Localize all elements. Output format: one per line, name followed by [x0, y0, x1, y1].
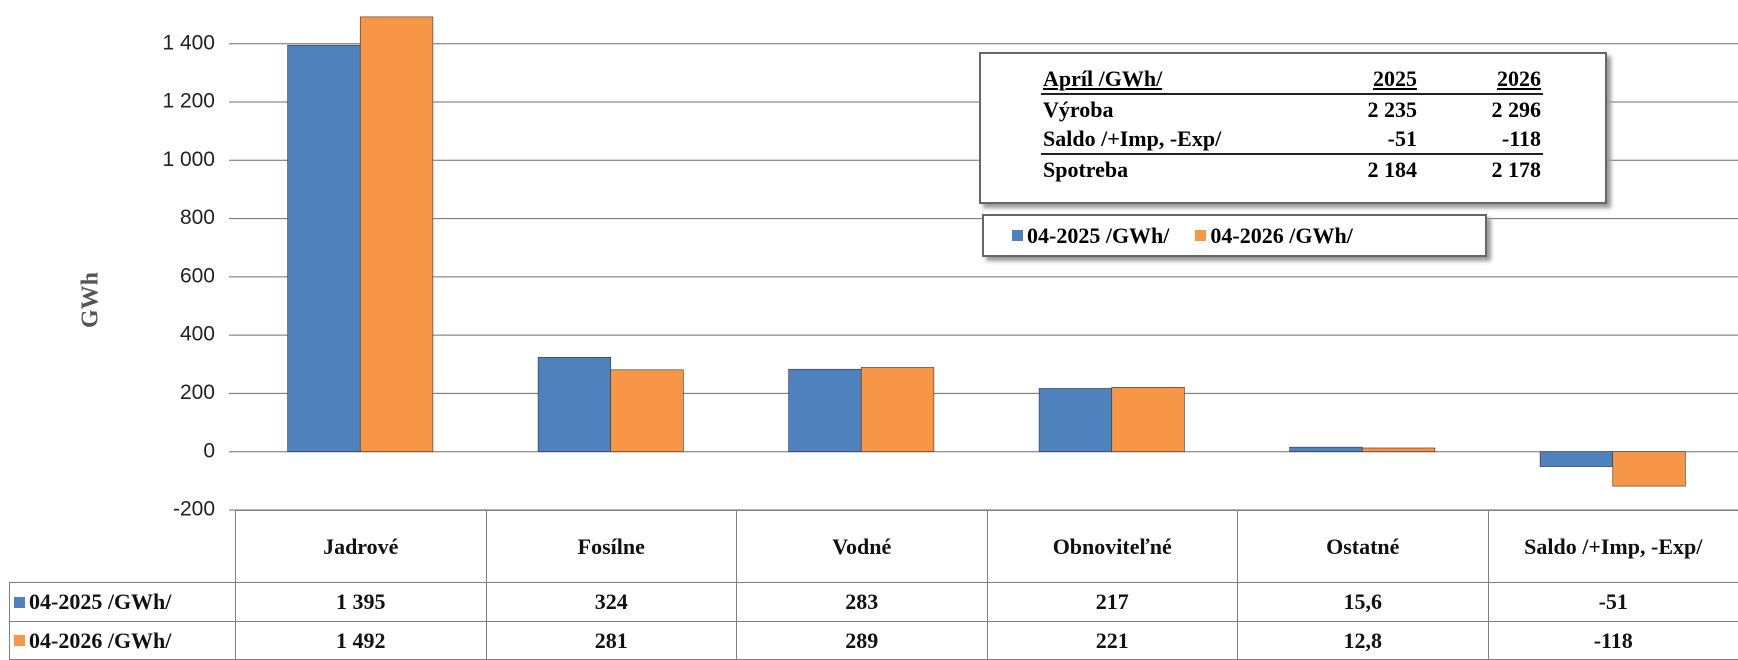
- table-row-key: 04-2025 /GWh/: [9, 582, 236, 622]
- table-value-cell: 289: [736, 621, 988, 660]
- summary-header-cell: 2026: [1497, 65, 1541, 91]
- table-value-cell: -118: [1487, 621, 1738, 660]
- summary-cell: 2 296: [1491, 96, 1542, 122]
- table-value-cell: 217: [986, 582, 1238, 622]
- summary-row: Spotreba 2 184 2 178: [1041, 154, 1543, 184]
- y-tick-label: -200: [173, 498, 215, 521]
- summary-box: Apríl /GWh/2025 2026 Výroba 2 235 2 296 Saldo…: [979, 52, 1607, 204]
- y-tick-label: 1 000: [162, 148, 215, 171]
- y-tick-label: 200: [180, 381, 215, 404]
- bar: [1038, 388, 1113, 453]
- bar: [537, 356, 612, 453]
- table-header-cell: Obnoviteľné: [986, 510, 1238, 583]
- table-value-cell: 221: [986, 621, 1238, 660]
- bar: [1539, 451, 1614, 467]
- legend-swatch: [14, 596, 25, 608]
- y-tick-label: 600: [180, 264, 215, 287]
- legend-swatch: [1195, 230, 1207, 241]
- legend-label: 04-2026 /GWh/: [1210, 222, 1353, 248]
- y-tick-label: 400: [180, 323, 215, 346]
- summary-header-cell: Apríl /GWh/: [1043, 65, 1163, 91]
- legend-swatch: [14, 635, 25, 646]
- bar: [610, 369, 684, 453]
- summary-header-row: Apríl /GWh/2025 2026: [1041, 64, 1543, 94]
- table-value-cell: 12,8: [1237, 621, 1489, 660]
- table-value-cell: 324: [485, 582, 737, 622]
- bar: [860, 367, 935, 453]
- summary-header-cell: 2025: [1373, 65, 1417, 91]
- summary-row: Výroba 2 235 2 296: [1041, 94, 1543, 124]
- summary-cell: 2 235: [1367, 96, 1418, 122]
- legend-item: 04-2026 /GWh/: [1195, 222, 1353, 249]
- bar: [788, 368, 862, 453]
- bar: [1111, 387, 1185, 453]
- table-header-cell: Ostatné: [1237, 510, 1489, 583]
- summary-table: Apríl /GWh/2025 2026 Výroba 2 235 2 296 Saldo…: [1041, 64, 1543, 184]
- y-tick-label: 800: [180, 206, 215, 229]
- y-tick-label: 1 200: [162, 90, 215, 113]
- summary-row: Saldo /+Imp, -Exp/ -51 -118: [1041, 124, 1543, 154]
- table-header-cell: Vodné: [736, 510, 988, 583]
- table-header-cell: Jadrové: [235, 510, 487, 583]
- y-tick-label: 1 400: [162, 31, 215, 54]
- table-row-name: 04-2025 /GWh/: [29, 589, 172, 615]
- summary-cell: -118: [1501, 125, 1541, 151]
- bar: [359, 16, 434, 453]
- summary-cell: Výroba: [1043, 96, 1114, 122]
- table-header-cell: Fosílne: [485, 510, 737, 583]
- table-value-cell: 15,6: [1237, 582, 1489, 622]
- table-value-cell: -51: [1487, 582, 1738, 622]
- legend: 04-2025 /GWh/04-2026 /GWh/: [982, 214, 1487, 257]
- legend-swatch: [1012, 230, 1023, 241]
- table-value-cell: 1 492: [235, 621, 487, 660]
- table-row-name: 04-2026 /GWh/: [29, 627, 172, 653]
- legend-label: 04-2025 /GWh/: [1027, 222, 1170, 248]
- bar: [1612, 451, 1686, 487]
- bar: [287, 44, 361, 453]
- summary-cell: -51: [1387, 125, 1417, 151]
- summary-cell: Spotreba: [1043, 156, 1129, 182]
- table-header-cell: Saldo /+Imp, -Exp/: [1487, 510, 1738, 583]
- bar: [1289, 446, 1363, 453]
- y-axis-label: GWh: [78, 272, 104, 328]
- table-value-cell: 281: [485, 621, 737, 660]
- summary-cell: Saldo /+Imp, -Exp/: [1043, 125, 1222, 151]
- table-value-cell: 1 395: [235, 582, 487, 622]
- summary-cell: 2 184: [1367, 156, 1418, 182]
- y-tick-label: 0: [203, 439, 215, 462]
- legend-item: 04-2025 /GWh/: [1012, 223, 1169, 249]
- table-value-cell: 283: [736, 582, 988, 622]
- summary-cell: 2 178: [1491, 156, 1542, 182]
- table-row-key: 04-2026 /GWh/: [9, 621, 236, 660]
- bar: [1361, 447, 1436, 453]
